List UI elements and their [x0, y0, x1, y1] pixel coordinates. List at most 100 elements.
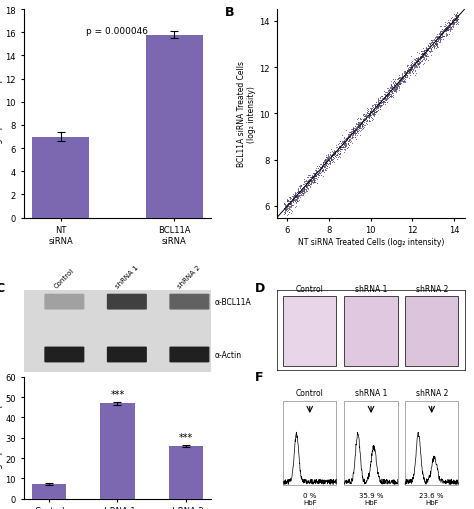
Point: [428, 39, 435, 47]
Point: [399, 73, 406, 81]
Point: [391, 84, 399, 92]
Point: [414, 60, 422, 68]
Point: [442, 26, 450, 35]
Point: [304, 185, 312, 193]
Point: [282, 206, 289, 214]
Point: [349, 125, 356, 133]
Point: [291, 193, 298, 201]
Point: [387, 78, 395, 86]
Point: [403, 62, 410, 70]
Point: [383, 91, 390, 99]
Point: [339, 139, 347, 147]
Point: [345, 135, 352, 144]
Point: [305, 181, 313, 189]
Point: [431, 41, 438, 49]
Point: [333, 148, 341, 156]
Point: [379, 99, 387, 107]
Point: [280, 200, 288, 208]
Point: [452, 16, 460, 24]
Point: [311, 169, 319, 178]
Point: [393, 84, 401, 93]
Point: [314, 169, 322, 178]
FancyBboxPatch shape: [345, 401, 398, 485]
Point: [397, 74, 405, 82]
Point: [306, 174, 313, 182]
Point: [429, 43, 437, 51]
Point: [441, 19, 449, 27]
Point: [441, 28, 448, 36]
Point: [310, 171, 317, 179]
Point: [282, 208, 289, 216]
Point: [377, 101, 384, 109]
Point: [292, 192, 300, 201]
Point: [378, 93, 386, 101]
Point: [333, 154, 340, 162]
Point: [389, 83, 396, 91]
Point: [361, 113, 368, 121]
Point: [392, 82, 399, 90]
Point: [422, 47, 430, 55]
Point: [310, 173, 318, 181]
Point: [355, 124, 363, 132]
Point: [421, 52, 428, 60]
Point: [389, 80, 397, 88]
Point: [401, 73, 409, 81]
Point: [355, 121, 363, 129]
Point: [304, 172, 311, 180]
Point: [396, 77, 403, 85]
FancyBboxPatch shape: [169, 294, 210, 310]
Point: [387, 87, 395, 95]
Point: [351, 126, 358, 134]
Point: [296, 191, 303, 200]
Point: [444, 27, 451, 35]
Point: [338, 141, 346, 149]
Point: [323, 154, 330, 162]
Point: [341, 142, 348, 150]
Point: [292, 192, 300, 200]
Point: [388, 86, 395, 94]
Point: [432, 38, 439, 46]
Point: [366, 108, 374, 116]
Point: [449, 15, 457, 23]
Point: [433, 41, 441, 49]
Point: [394, 74, 402, 82]
Point: [284, 200, 292, 208]
Point: [437, 34, 444, 42]
Point: [304, 180, 311, 188]
Point: [420, 55, 428, 64]
Point: [421, 52, 429, 60]
Point: [452, 12, 460, 20]
Point: [384, 92, 392, 100]
Point: [386, 93, 394, 101]
Point: [414, 58, 422, 66]
Point: [294, 193, 302, 202]
Point: [304, 181, 311, 189]
Point: [431, 41, 439, 49]
Point: [335, 146, 343, 154]
Point: [428, 44, 436, 52]
Point: [314, 170, 321, 178]
Point: [392, 87, 400, 95]
Point: [433, 44, 441, 52]
Point: [443, 24, 450, 32]
Point: [312, 175, 319, 183]
Point: [364, 111, 372, 120]
Point: [307, 180, 315, 188]
Point: [295, 188, 302, 196]
Point: [319, 166, 326, 175]
Point: [369, 110, 377, 119]
Point: [401, 78, 408, 87]
Point: [432, 38, 440, 46]
Point: [344, 138, 352, 146]
Point: [321, 159, 329, 167]
Point: [296, 183, 304, 191]
Point: [371, 109, 378, 117]
Point: [411, 61, 419, 69]
Point: [445, 19, 452, 27]
Point: [425, 47, 432, 55]
Point: [320, 157, 328, 165]
Point: [308, 174, 316, 182]
Point: [338, 142, 346, 150]
Point: [297, 187, 304, 195]
Point: [433, 42, 441, 50]
